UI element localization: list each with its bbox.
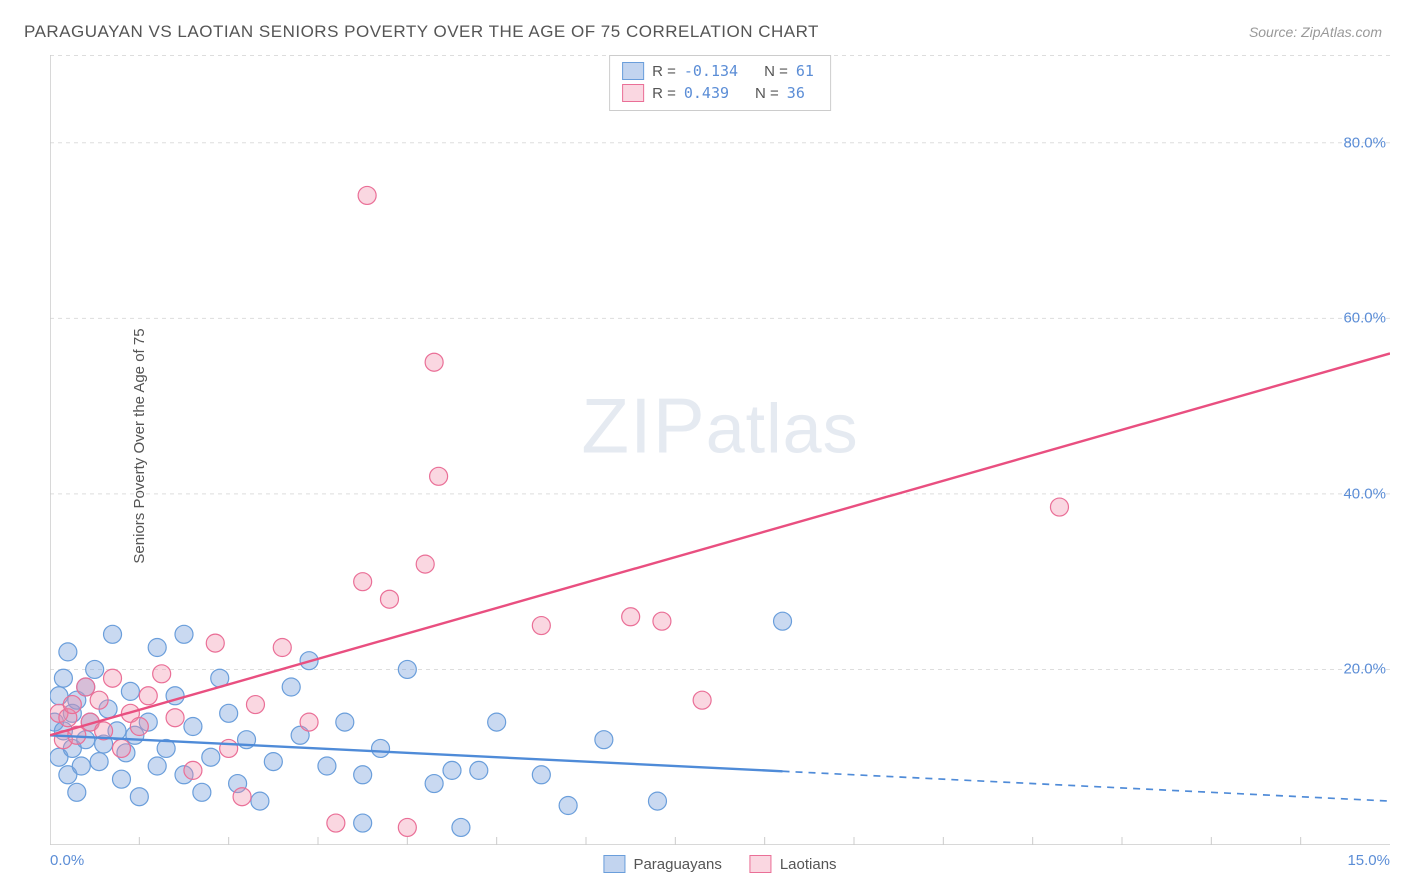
plot-area: ZIPatlas R = -0.134 N = 61 R = 0.439 N =…	[50, 55, 1390, 845]
source-prefix: Source:	[1249, 24, 1301, 40]
chart-title: PARAGUAYAN VS LAOTIAN SENIORS POVERTY OV…	[24, 22, 819, 42]
ytick-80: 80.0%	[1343, 134, 1386, 151]
ytick-20: 20.0%	[1343, 661, 1386, 678]
n-label: N =	[755, 85, 779, 102]
xtick-15: 15.0%	[1347, 852, 1390, 869]
swatch-pink-icon	[622, 84, 644, 102]
scatter-chart	[50, 55, 1390, 845]
swatch-blue-icon	[603, 855, 625, 873]
xtick-0: 0.0%	[50, 852, 84, 869]
stats-legend: R = -0.134 N = 61 R = 0.439 N = 36	[609, 55, 831, 111]
swatch-pink-icon	[750, 855, 772, 873]
r-label: R =	[652, 63, 676, 80]
r-value-a: -0.134	[684, 62, 738, 80]
n-label: N =	[764, 63, 788, 80]
r-label: R =	[652, 85, 676, 102]
swatch-blue-icon	[622, 62, 644, 80]
legend-item-laotians: Laotians	[750, 855, 837, 873]
ytick-60: 60.0%	[1343, 310, 1386, 327]
legend-label-a: Paraguayans	[633, 856, 721, 873]
r-value-b: 0.439	[684, 84, 729, 102]
legend-label-b: Laotians	[780, 856, 837, 873]
stat-row-paraguayans: R = -0.134 N = 61	[622, 60, 814, 82]
series-legend: Paraguayans Laotians	[603, 855, 836, 873]
stat-row-laotians: R = 0.439 N = 36	[622, 82, 814, 104]
n-value-a: 61	[796, 62, 814, 80]
n-value-b: 36	[787, 84, 805, 102]
ytick-40: 40.0%	[1343, 485, 1386, 502]
legend-item-paraguayans: Paraguayans	[603, 855, 721, 873]
source-name: ZipAtlas.com	[1301, 24, 1382, 40]
source-label: Source: ZipAtlas.com	[1249, 24, 1382, 40]
